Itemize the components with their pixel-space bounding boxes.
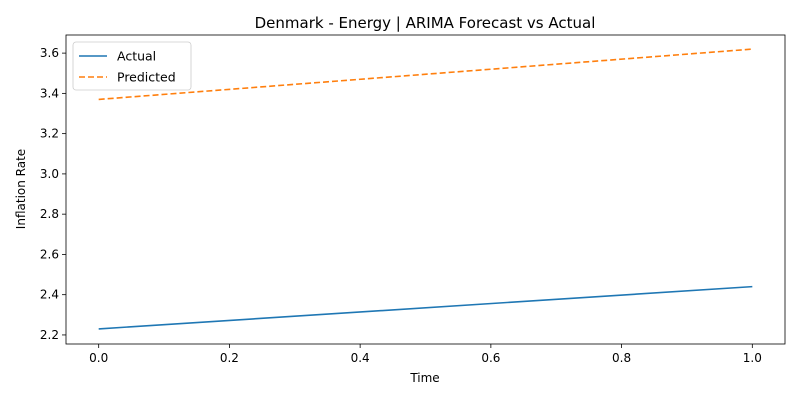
y-tick-label: 2.6 [40, 247, 59, 261]
legend-label-predicted: Predicted [117, 70, 176, 85]
y-tick-label: 3.4 [40, 86, 59, 100]
legend-label-actual: Actual [117, 49, 156, 64]
x-tick-label: 0.0 [89, 351, 108, 365]
y-tick-label: 2.4 [40, 288, 59, 302]
series-layer [98, 48, 753, 330]
y-axis: 2.2 2.4 2.6 2.8 3.0 3.2 3.4 3.6 [40, 46, 66, 342]
legend-box [72, 41, 192, 91]
x-tick-label: 0.6 [481, 351, 500, 365]
x-axis-label: Time [409, 371, 439, 385]
y-tick-label: 2.8 [40, 207, 59, 221]
y-axis-label: Inflation Rate [14, 149, 28, 229]
y-tick-label: 2.2 [40, 328, 59, 342]
x-axis: 0.0 0.2 0.4 0.6 0.8 1.0 [89, 344, 762, 365]
y-tick-label: 3.6 [40, 46, 59, 60]
legend: Actual Predicted [72, 41, 192, 91]
x-tick-label: 0.8 [612, 351, 631, 365]
series-line-actual [98, 285, 753, 330]
x-tick-label: 0.4 [351, 351, 370, 365]
y-tick-label: 3.0 [40, 167, 59, 181]
series-line-predicted [98, 48, 753, 101]
plot-frame [65, 34, 786, 345]
chart-title: Denmark - Energy | ARIMA Forecast vs Act… [255, 14, 596, 32]
x-tick-label: 0.2 [220, 351, 239, 365]
x-tick-label: 1.0 [743, 351, 762, 365]
y-tick-label: 3.2 [40, 127, 59, 141]
